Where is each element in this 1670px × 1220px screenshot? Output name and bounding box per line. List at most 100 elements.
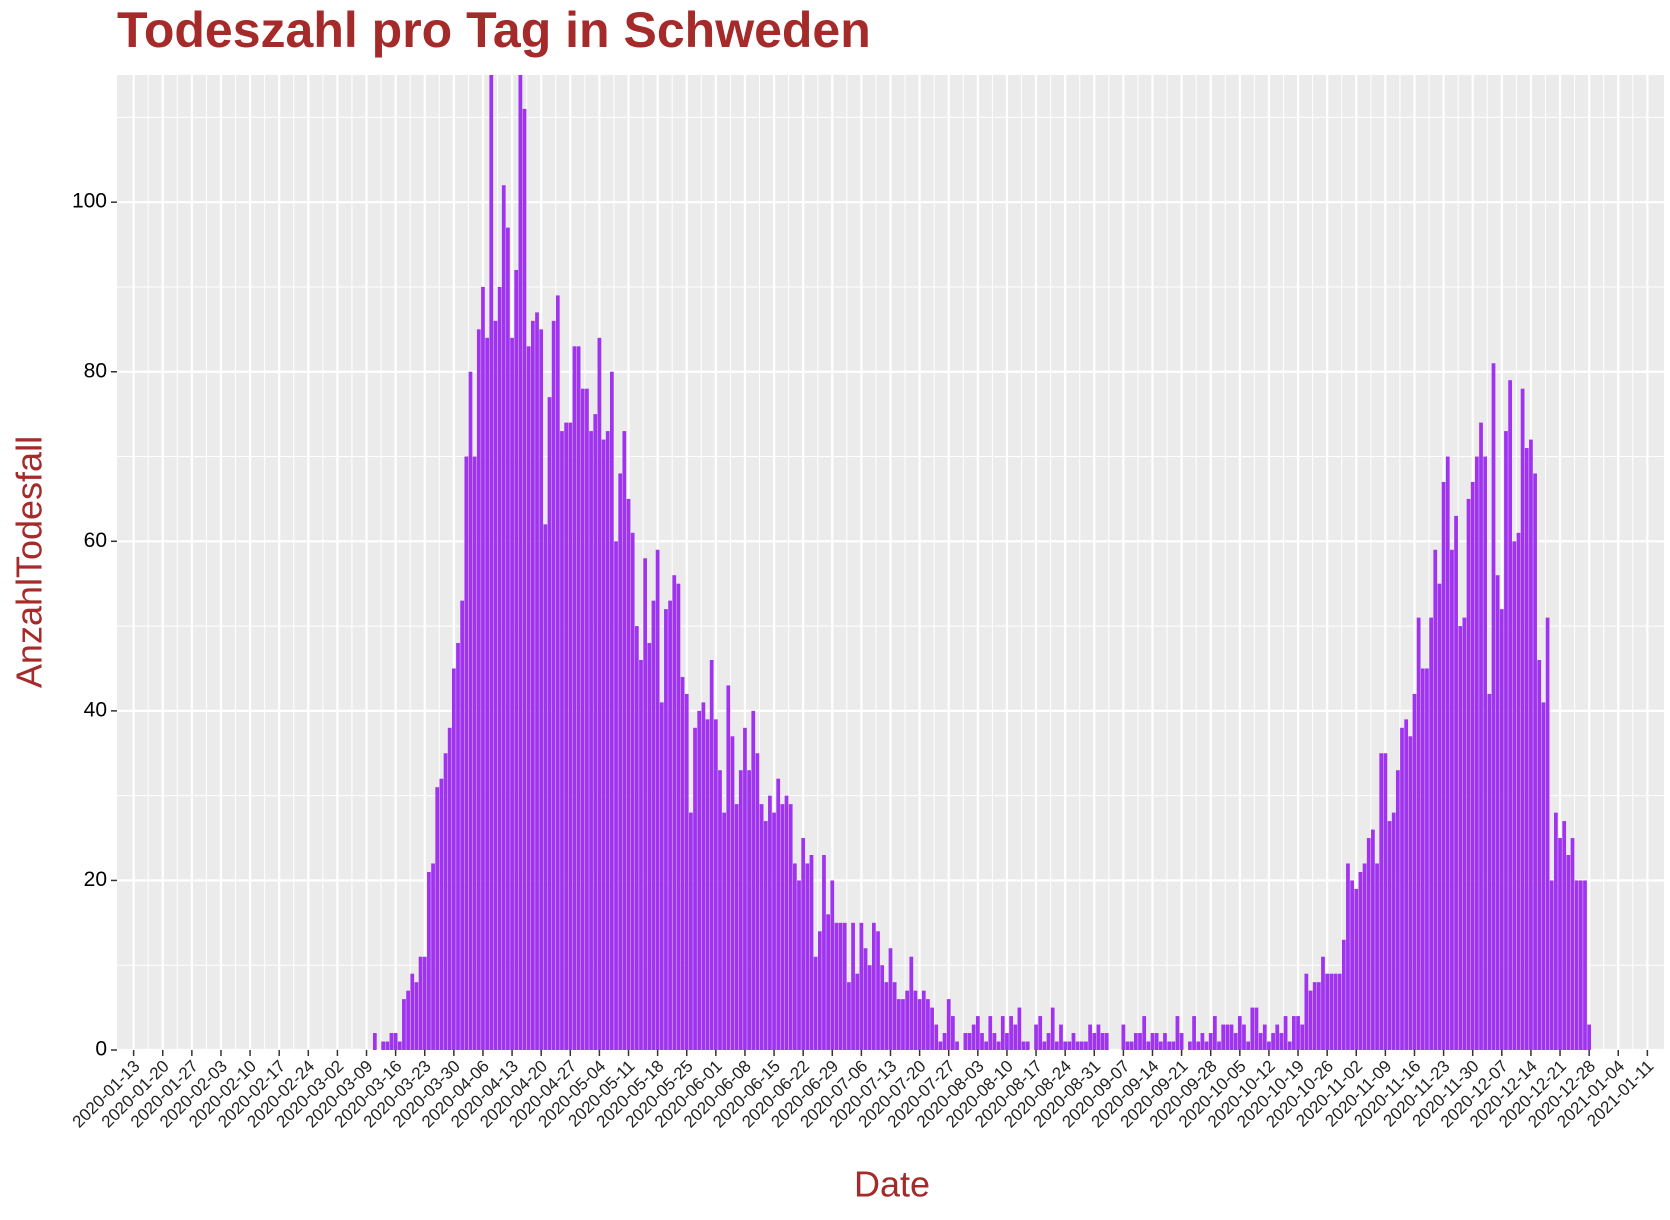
bar [439,778,444,1050]
bar [585,388,589,1050]
bar [422,956,427,1050]
bar [1529,439,1533,1050]
bar [784,795,789,1050]
bar [456,643,460,1050]
bar [435,787,440,1050]
bar [1092,1033,1097,1050]
bar [381,1041,386,1050]
bar [801,838,806,1050]
bar [560,431,564,1050]
bar [1533,473,1537,1050]
bar [996,1041,1001,1050]
bar [955,1041,959,1050]
bar [1129,1041,1134,1050]
bar [1154,1033,1159,1050]
bar [601,439,606,1050]
bar [1508,380,1513,1050]
bar [1262,1024,1267,1050]
tick-labels: 0204060801002020-01-132020-01-202020-01-… [69,190,1658,1132]
bar [1350,880,1354,1050]
bar [718,770,722,1050]
bar [1146,1041,1151,1050]
bar [1096,1024,1101,1050]
bar [506,227,510,1050]
bar [1005,1033,1009,1050]
bar [1346,863,1350,1050]
bar [1175,1016,1180,1050]
bar [1200,1033,1205,1050]
bar [1566,855,1571,1050]
bar [1337,973,1342,1050]
bar [397,1041,402,1050]
bar [713,719,718,1050]
bar [755,753,760,1050]
bar [705,719,710,1050]
bar [460,600,465,1050]
bar [1267,1041,1271,1050]
bar [1504,431,1508,1050]
bar [535,312,539,1050]
bar [1516,532,1521,1050]
bar [651,600,656,1050]
bar [489,75,494,1050]
bar [1088,1024,1092,1050]
bar [1474,456,1479,1050]
bar [593,414,598,1050]
bar [576,346,581,1050]
bar [1054,1041,1059,1050]
bar [1287,1041,1292,1050]
bar [1416,617,1421,1050]
bar [1063,1041,1068,1050]
bar [896,999,901,1050]
bar [763,821,768,1050]
bar [1125,1041,1130,1050]
bar [410,973,415,1050]
bar [1554,812,1558,1050]
bar [1549,880,1554,1050]
bar [676,583,681,1050]
bar [1483,456,1488,1050]
bar [697,710,702,1050]
bar [926,999,930,1050]
bar [1192,1016,1196,1050]
bar [768,795,772,1050]
x-axis-label: Date [854,1164,930,1205]
bar [1283,1016,1288,1050]
bar [892,982,897,1050]
bar [1292,1016,1296,1050]
bar [481,286,485,1050]
bar [1462,617,1467,1050]
bar [1429,617,1433,1050]
bar [1499,609,1504,1050]
bar [555,295,560,1050]
bar [372,1033,377,1050]
bar [1395,770,1400,1050]
bar [1237,1016,1242,1050]
bar [855,973,860,1050]
bar [476,329,481,1050]
bar [1433,549,1438,1050]
bar [847,982,851,1050]
bar [501,185,506,1050]
bar [1179,1033,1184,1050]
bar [776,778,781,1050]
bar [1050,1007,1055,1050]
bar [1254,1007,1259,1050]
bar [1587,1024,1592,1050]
bar [493,320,498,1050]
bar [1167,1041,1171,1050]
bar [963,1033,968,1050]
bar [1171,1041,1176,1050]
bar [402,999,406,1050]
y-tick-label: 60 [84,529,107,552]
bar [1479,422,1483,1050]
bar [1084,1041,1088,1050]
bar [913,990,918,1050]
bar [792,863,797,1050]
bar [385,1041,390,1050]
bar [639,660,643,1050]
bar [693,727,697,1050]
bar [564,422,569,1050]
bar [1208,1033,1213,1050]
